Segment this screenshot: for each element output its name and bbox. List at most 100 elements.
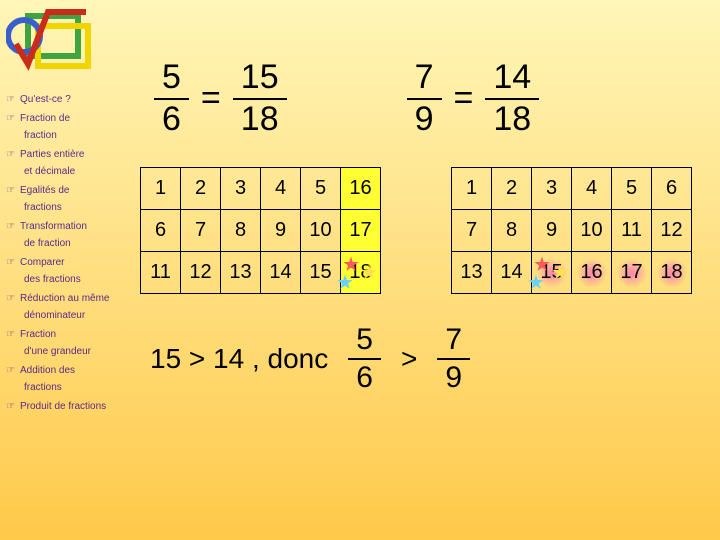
nav-label: Parties entière	[20, 149, 84, 160]
denominator: 18	[485, 102, 539, 138]
nav-menu: ☞Qu'est-ce ? ☞Fraction de fraction ☞Part…	[6, 92, 126, 414]
fraction: 7 9	[437, 324, 470, 393]
numerator: 7	[437, 324, 470, 356]
grid-cell: 2	[492, 168, 532, 210]
grids-row: 123451667891017111213141518 123456789101…	[140, 167, 720, 294]
numerator: 14	[485, 60, 539, 96]
grid-1: 123451667891017111213141518	[140, 167, 381, 294]
nav-item[interactable]: ☞Egalités de	[6, 183, 126, 198]
nav-label-cont: fraction	[24, 128, 126, 143]
nav-label: Produit de fractions	[20, 401, 106, 412]
nav-item[interactable]: ☞Fraction de	[6, 111, 126, 126]
grid-cell: 12	[652, 210, 692, 252]
grid-cell: 18	[341, 252, 381, 294]
grid-cell: 6	[141, 210, 181, 252]
nav-item[interactable]: ☞Qu'est-ce ?	[6, 92, 126, 107]
grid-cell: 17	[612, 252, 652, 294]
grid-cell: 1	[141, 168, 181, 210]
nav-item[interactable]: ☞Parties entière	[6, 147, 126, 162]
grid-cell: 11	[612, 210, 652, 252]
nav-label: Réduction au même	[20, 293, 110, 304]
grid-cell: 5	[301, 168, 341, 210]
grid-cell: 11	[141, 252, 181, 294]
nav-item[interactable]: ☞Fraction	[6, 327, 126, 342]
equation-2: 7 9 = 14 18	[407, 60, 540, 137]
numerator: 5	[348, 324, 381, 356]
nav-label-cont: fractions	[24, 380, 126, 395]
fraction: 15 18	[233, 60, 287, 137]
nav-label: Addition des	[20, 365, 75, 376]
nav-label: Comparer	[20, 257, 64, 268]
denominator: 6	[154, 102, 189, 138]
grid-cell: 14	[261, 252, 301, 294]
nav-label-cont: et décimale	[24, 164, 126, 179]
nav-item[interactable]: ☞Produit de fractions	[6, 399, 126, 414]
numerator: 7	[407, 60, 442, 96]
grid-cell: 8	[492, 210, 532, 252]
fraction: 5 6	[154, 60, 189, 137]
grid-cell: 9	[261, 210, 301, 252]
nav-label-cont: d'une grandeur	[24, 344, 126, 359]
denominator: 9	[407, 102, 442, 138]
grid-cell: 3	[532, 168, 572, 210]
pointer-icon: ☞	[6, 92, 20, 107]
grid-cell: 7	[181, 210, 221, 252]
nav-item[interactable]: ☞Réduction au même	[6, 291, 126, 306]
nav-item[interactable]: ☞Transformation	[6, 219, 126, 234]
grid-cell: 17	[341, 210, 381, 252]
fraction: 7 9	[407, 60, 442, 137]
equation-row: 5 6 = 15 18 7 9 = 14 18	[140, 60, 720, 137]
grid-cell: 9	[532, 210, 572, 252]
fraction: 5 6	[348, 324, 381, 393]
conclusion-text: 15 > 14 , donc	[150, 343, 328, 375]
grid-cell: 16	[572, 252, 612, 294]
grid-cell: 4	[261, 168, 301, 210]
grid-cell: 3	[221, 168, 261, 210]
star-cluster-icon	[333, 254, 393, 294]
comparator: >	[401, 343, 417, 375]
grid-cell: 13	[221, 252, 261, 294]
grid-cell: 10	[572, 210, 612, 252]
logo-icon	[6, 6, 106, 76]
sidebar: ☞Qu'est-ce ? ☞Fraction de fraction ☞Part…	[0, 0, 132, 540]
nav-label-cont: de fraction	[24, 236, 126, 251]
main-content: 5 6 = 15 18 7 9 = 14 18	[140, 0, 720, 540]
grid-cell: 7	[452, 210, 492, 252]
grid-cell: 12	[181, 252, 221, 294]
equals: =	[201, 79, 221, 118]
equation-1: 5 6 = 15 18	[154, 60, 287, 137]
nav-label-cont: fractions	[24, 200, 126, 215]
grid-cell: 16	[341, 168, 381, 210]
numerator: 5	[154, 60, 189, 96]
grid-cell: 10	[301, 210, 341, 252]
nav-label: Egalités de	[20, 185, 69, 196]
grid-2-wrap: 123456789101112131415161718	[451, 167, 692, 294]
nav-item[interactable]: ☞Comparer	[6, 255, 126, 270]
grid-cell: 6	[652, 168, 692, 210]
pointer-icon: ☞	[6, 291, 20, 306]
pointer-icon: ☞	[6, 111, 20, 126]
denominator: 9	[437, 362, 470, 394]
grid-cell: 15	[532, 252, 572, 294]
pointer-icon: ☞	[6, 255, 20, 270]
nav-label: Qu'est-ce ?	[20, 94, 71, 105]
fraction: 14 18	[485, 60, 539, 137]
pointer-icon: ☞	[6, 219, 20, 234]
grid-cell: 18	[652, 252, 692, 294]
pointer-icon: ☞	[6, 147, 20, 162]
grid-cell: 5	[612, 168, 652, 210]
nav-label-cont: dénominateur	[24, 308, 126, 323]
nav-label: Transformation	[20, 221, 87, 232]
pointer-icon: ☞	[6, 363, 20, 378]
equals: =	[454, 79, 474, 118]
grid-cell: 4	[572, 168, 612, 210]
pointer-icon: ☞	[6, 183, 20, 198]
denominator: 18	[233, 102, 287, 138]
pointer-icon: ☞	[6, 327, 20, 342]
nav-item[interactable]: ☞Addition des	[6, 363, 126, 378]
grid-cell: 8	[221, 210, 261, 252]
pointer-icon: ☞	[6, 399, 20, 414]
grid-cell: 2	[181, 168, 221, 210]
numerator: 15	[233, 60, 287, 96]
nav-label: Fraction de	[20, 113, 70, 124]
